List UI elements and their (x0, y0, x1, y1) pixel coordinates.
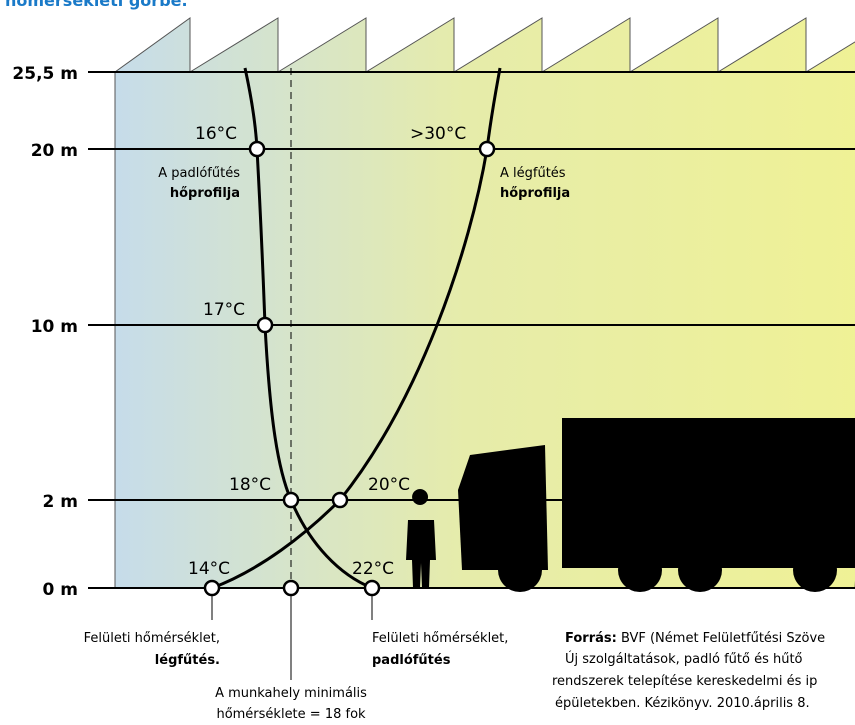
title: hőmérsékleti görbe. (5, 0, 188, 10)
level-label: 10 m (31, 317, 78, 337)
level-label: 20 m (31, 141, 78, 161)
annotation: hőprofilja (170, 186, 240, 201)
level-label: 25,5 m (12, 64, 78, 84)
annotation: A padlófűtés (158, 166, 240, 181)
annotation: A munkahely minimális (215, 686, 367, 701)
point-label: 20°C (368, 475, 410, 495)
source-line: épületekben. Kézikönyv. 2010.április 8. (555, 696, 810, 711)
annotation: Felületi hőmérséklet, (372, 631, 508, 646)
points (203, 140, 496, 597)
annotation: Felületi hőmérséklet, (84, 631, 220, 646)
source-label: Forrás: (565, 631, 617, 646)
point-label: 14°C (188, 559, 230, 579)
point-label: 16°C (195, 124, 237, 144)
source-line: Új szolgáltatások, padló fűtő és hűtő (565, 651, 803, 667)
point-label: >30°C (410, 124, 466, 144)
annotation: padlófűtés (372, 653, 451, 668)
annotation: A légfűtés (500, 166, 566, 181)
level-label: 2 m (43, 492, 78, 512)
annotation: hőprofilja (500, 186, 570, 201)
point-label: 18°C (229, 475, 271, 495)
source-line: BVF (Német Felületfűtési Szöve (621, 631, 825, 646)
annotation: hőmérséklete = 18 fok (216, 707, 366, 722)
point-label: 22°C (352, 559, 394, 579)
level-label: 0 m (43, 580, 78, 600)
truck (406, 418, 855, 592)
annotation: légfűtés. (155, 653, 220, 668)
air-curve (211, 67, 502, 590)
leaders (211, 595, 373, 680)
source-line: rendszerek telepítése kereskedelmi és ip (552, 674, 817, 689)
point-label: 17°C (203, 300, 245, 320)
source: Forrás: BVF (Német Felületfűtési Szöve (565, 631, 825, 646)
